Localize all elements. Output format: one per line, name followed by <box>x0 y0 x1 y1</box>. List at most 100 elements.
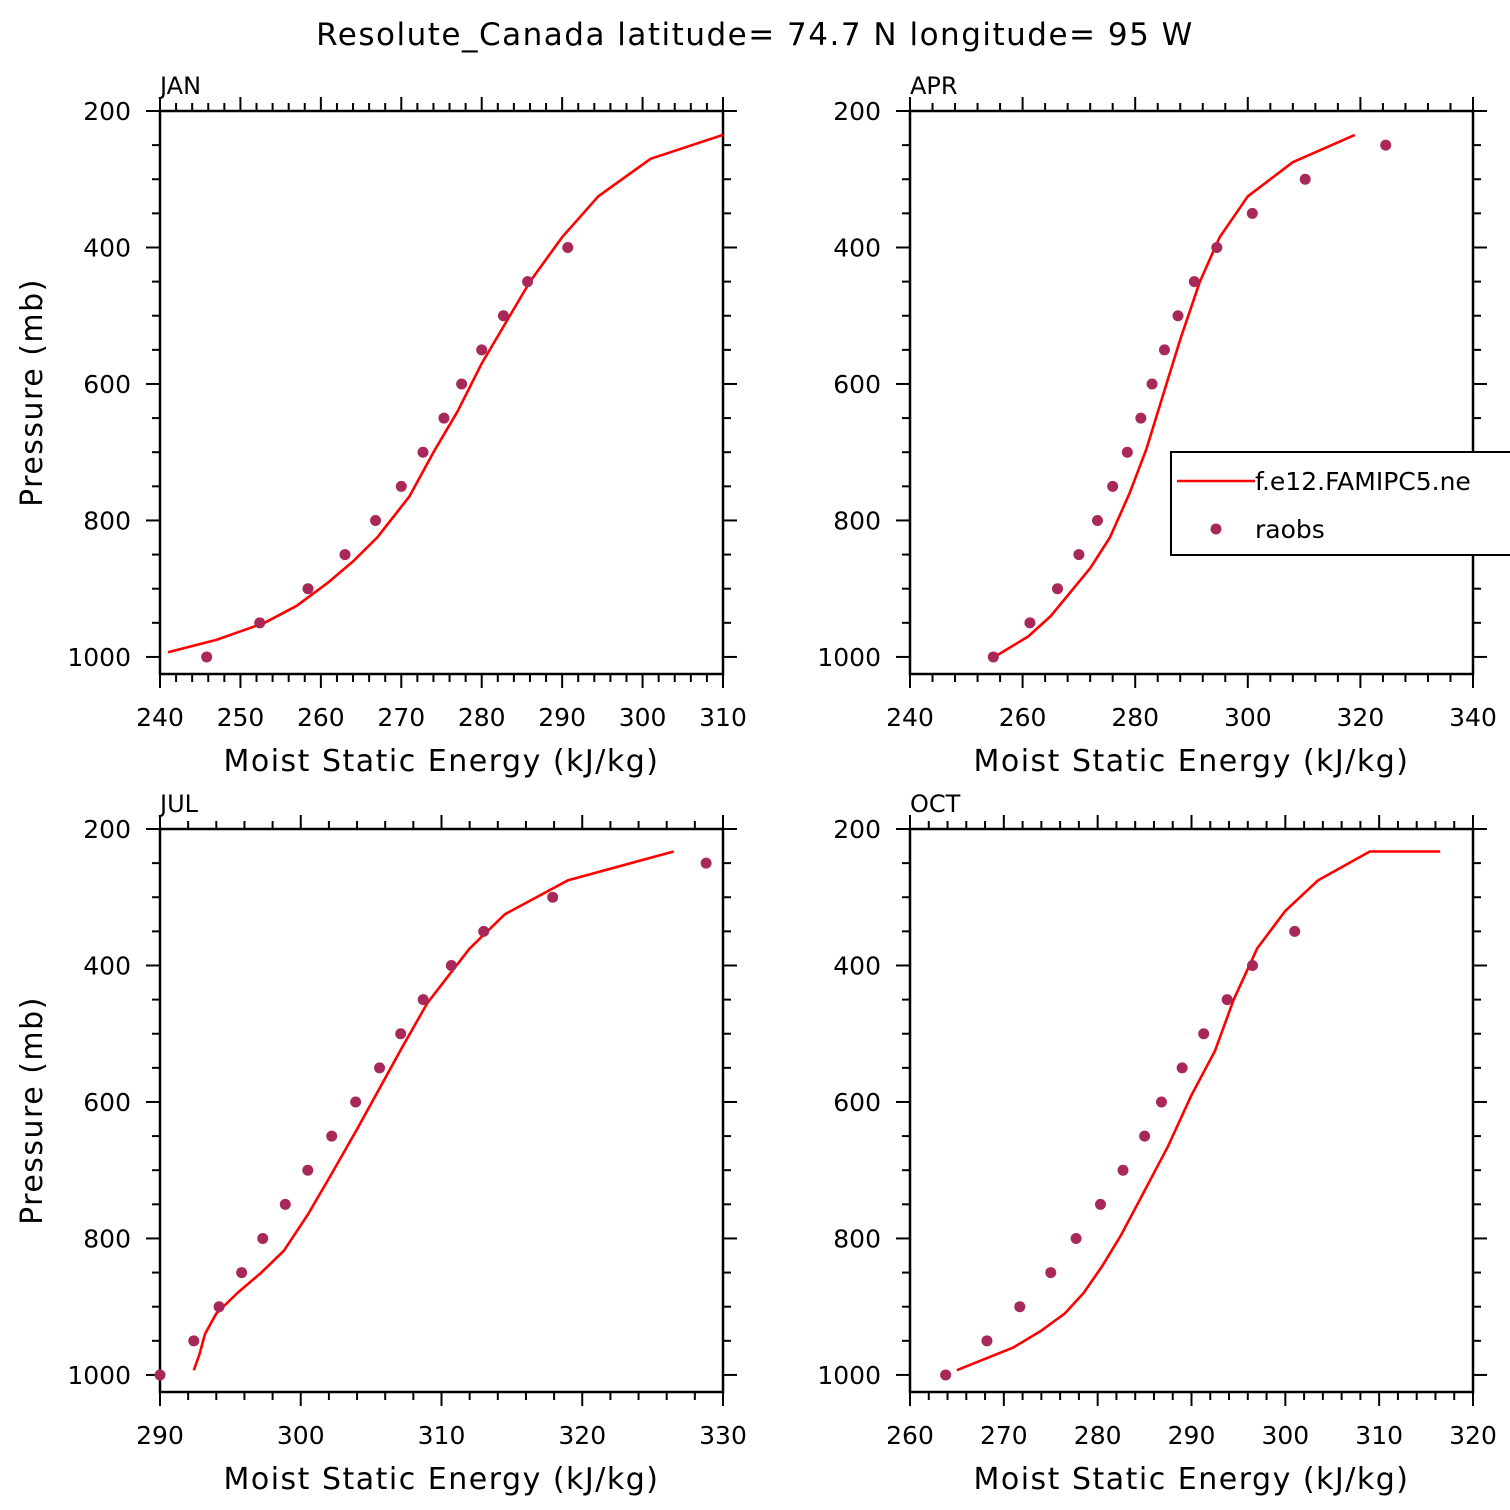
panel-title-jan: JAN <box>158 72 201 100</box>
y-tick-label: 200 <box>833 815 881 844</box>
obs-point <box>1117 1164 1129 1176</box>
panel-title-oct: OCT <box>910 790 961 818</box>
obs-point <box>700 857 712 869</box>
obs-point <box>1107 480 1119 492</box>
obs-point <box>1045 1267 1057 1279</box>
obs-point <box>374 1062 386 1074</box>
y-tick-label: 400 <box>833 233 881 262</box>
obs-point <box>478 925 490 937</box>
obs-point <box>1221 994 1233 1006</box>
obs-point <box>1158 344 1170 356</box>
obs-point <box>302 1164 314 1176</box>
y-tick-label: 800 <box>833 506 881 535</box>
obs-point <box>1155 1096 1167 1108</box>
model-line-jan <box>167 133 724 654</box>
x-tick-label: 300 <box>1261 1421 1309 1450</box>
x-tick-label: 240 <box>886 703 934 732</box>
obs-point <box>1299 173 1311 185</box>
obs-point <box>476 344 488 356</box>
x-tick-label: 280 <box>458 703 506 732</box>
obs-point <box>1070 1232 1082 1244</box>
obs-point <box>1073 549 1085 561</box>
x-tick-label: 290 <box>136 1421 184 1450</box>
obs-point <box>326 1130 338 1142</box>
obs-point <box>1198 1028 1210 1040</box>
legend-box <box>1170 451 1510 556</box>
obs-point <box>1139 1130 1151 1142</box>
obs-point <box>1146 378 1158 390</box>
obs-point <box>1188 276 1200 288</box>
y-tick-label: 1000 <box>67 1361 131 1390</box>
y-tick-label: 600 <box>83 1088 131 1117</box>
panel-title-apr: APR <box>910 72 958 100</box>
y-tick-label: 200 <box>83 97 131 126</box>
y-tick-label: 600 <box>83 370 131 399</box>
obs-point <box>350 1096 362 1108</box>
panel-apr: APR 240 260 280 300 320 340 200 400 600 800 1000 Moi… <box>817 72 1496 779</box>
y-axis-label: Pressure (mb) <box>15 278 50 507</box>
y-tick-label: 400 <box>83 233 131 262</box>
obs-point <box>1289 925 1301 937</box>
y-tick-label: 1000 <box>817 643 881 672</box>
obs-point <box>456 378 468 390</box>
x-tick-label: 340 <box>1449 703 1497 732</box>
panel-jul: JUL 290 300 310 320 330 200 400 600 800 1000 Moist … <box>15 790 747 1497</box>
obs-point <box>257 1232 269 1244</box>
y-tick-label: 400 <box>833 951 881 980</box>
plot-frame-jan <box>158 109 725 676</box>
x-tick-label: 300 <box>1224 703 1272 732</box>
obs-point <box>497 310 509 322</box>
plot-frame-apr <box>908 109 1475 676</box>
legend: f.e12.FAMIPC5.ne raobs <box>1170 451 1510 556</box>
x-tick-label: 330 <box>699 1421 747 1450</box>
obs-point <box>1121 446 1133 458</box>
obs-point <box>1246 959 1258 971</box>
y-tick-label: 200 <box>833 97 881 126</box>
x-tick-label: 290 <box>538 703 586 732</box>
y-tick-label: 800 <box>833 1224 881 1253</box>
x-tick-label: 260 <box>999 703 1047 732</box>
plot-frame-oct <box>908 827 1475 1394</box>
x-tick-label: 240 <box>136 703 184 732</box>
obs-point <box>1024 617 1036 629</box>
obs-point <box>1091 514 1103 526</box>
obs-point <box>213 1301 225 1313</box>
obs-point <box>522 276 534 288</box>
obs-point <box>438 412 450 424</box>
model-line-jul <box>192 850 675 1371</box>
x-tick-label: 280 <box>1111 703 1159 732</box>
legend-label-model: f.e12.FAMIPC5.ne <box>1255 467 1471 496</box>
panel-title-jul: JUL <box>158 790 199 818</box>
obs-point <box>395 480 407 492</box>
x-tick-label: 300 <box>619 703 667 732</box>
legend-marker-swatch <box>1210 523 1222 535</box>
y-tick-label: 200 <box>83 815 131 844</box>
obs-point <box>236 1267 248 1279</box>
obs-point <box>1246 207 1258 219</box>
obs-point <box>188 1335 200 1347</box>
x-tick-label: 270 <box>980 1421 1028 1450</box>
obs-point <box>445 959 457 971</box>
obs-point <box>279 1198 291 1210</box>
obs-point <box>1211 241 1223 253</box>
x-tick-label: 320 <box>1449 1421 1497 1450</box>
x-tick-label: 310 <box>1355 1421 1403 1450</box>
plot-frame-jul <box>158 827 725 1394</box>
x-axis-label: Moist Static Energy (kJ/kg) <box>973 1462 1409 1497</box>
obs-point <box>395 1028 407 1040</box>
obs-point <box>1052 583 1064 595</box>
obs-point <box>1172 310 1184 322</box>
x-axis-label: Moist Static Energy (kJ/kg) <box>223 744 659 779</box>
x-tick-label: 260 <box>886 1421 934 1450</box>
x-tick-label: 290 <box>1168 1421 1216 1450</box>
obs-point <box>417 994 429 1006</box>
obs-point <box>339 549 351 561</box>
y-tick-label: 600 <box>833 370 881 399</box>
y-tick-label: 1000 <box>67 643 131 672</box>
obs-point <box>562 241 574 253</box>
obs-point <box>302 583 314 595</box>
x-axis-label: Moist Static Energy (kJ/kg) <box>223 1462 659 1497</box>
obs-point <box>981 1335 993 1347</box>
obs-point <box>154 1369 166 1381</box>
